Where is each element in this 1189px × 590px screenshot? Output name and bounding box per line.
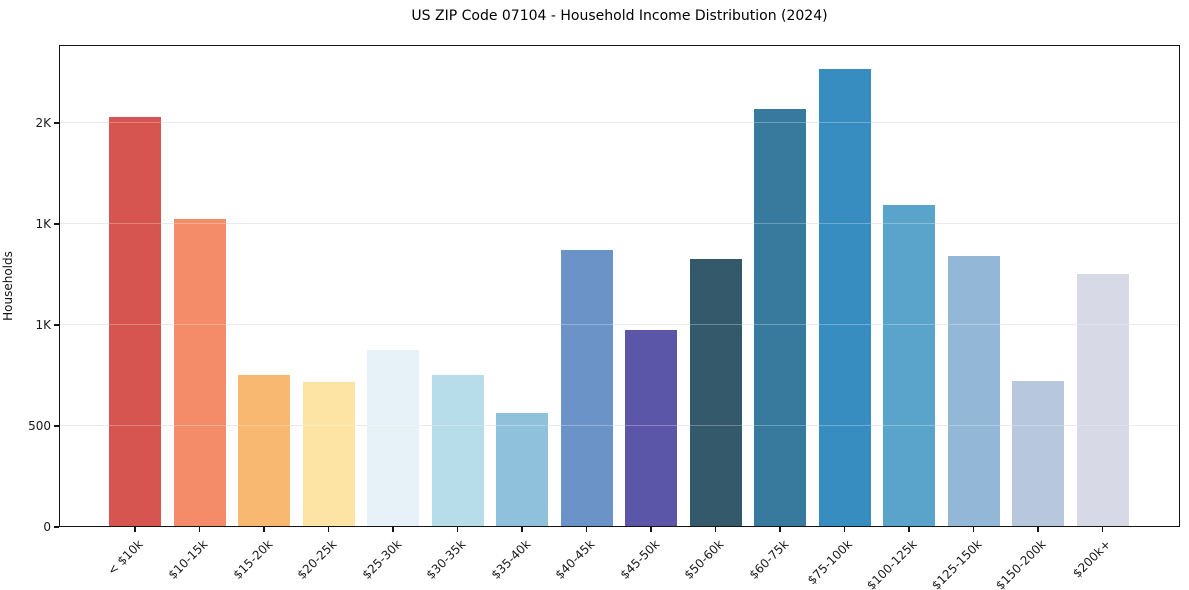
x-tick xyxy=(972,527,975,532)
x-tick-label-text: $20-25k xyxy=(294,537,340,582)
bar xyxy=(754,108,806,527)
gridline xyxy=(59,223,1180,225)
x-tick xyxy=(263,527,265,532)
x-tick xyxy=(843,527,846,532)
x-tick xyxy=(456,527,459,532)
x-tick-label-text: $150-200k xyxy=(993,537,1049,590)
x-tick xyxy=(198,527,201,532)
y-tick xyxy=(54,122,59,124)
bar xyxy=(238,375,290,527)
bar xyxy=(1012,380,1064,527)
x-tick xyxy=(392,527,394,532)
x-tick xyxy=(1101,527,1104,532)
x-tick-label-text: $50-60k xyxy=(681,537,727,582)
bar xyxy=(367,350,419,527)
x-tick xyxy=(908,527,910,532)
bar xyxy=(431,375,484,527)
y-tick-label: 2K xyxy=(35,115,51,130)
x-tick-label-text: $60-75k xyxy=(746,537,791,582)
gridline xyxy=(59,223,1180,225)
gridline xyxy=(59,122,1180,124)
bar xyxy=(496,412,548,527)
bar xyxy=(109,116,161,527)
x-tick-label-text: $40-45k xyxy=(552,537,598,582)
gridline xyxy=(59,425,1180,427)
gridline xyxy=(59,324,1180,326)
x-tick-label-text: $100-125k xyxy=(864,537,920,590)
x-tick xyxy=(327,527,330,532)
x-tick-label-text: $35-40k xyxy=(488,537,533,582)
bar xyxy=(625,330,677,527)
bar xyxy=(689,259,742,527)
bar xyxy=(883,204,935,527)
x-tick-label-text: $15-20k xyxy=(230,537,275,582)
y-tick xyxy=(54,324,59,326)
y-tick xyxy=(54,223,59,225)
y-tick-label: 0 xyxy=(43,520,51,534)
y-tick xyxy=(54,425,59,427)
y-tick-label: 500 xyxy=(28,418,51,433)
bar xyxy=(947,256,1000,527)
y-tick xyxy=(54,526,59,528)
chart-title: US ZIP Code 07104 - Household Income Dis… xyxy=(411,8,828,24)
gridline xyxy=(59,122,1180,124)
y-tick-label: 1K xyxy=(35,317,51,332)
x-tick xyxy=(779,527,781,532)
gridline xyxy=(59,425,1180,427)
bar xyxy=(818,69,871,527)
bar xyxy=(560,250,613,527)
x-tick-label-text: $200k+ xyxy=(1069,537,1114,581)
x-tick-label-text: $30-35k xyxy=(423,537,469,582)
gridline xyxy=(59,324,1180,326)
x-tick-label-text: $75-100k xyxy=(805,537,856,588)
bar xyxy=(302,381,355,527)
x-tick xyxy=(585,527,588,532)
x-tick-label-text: < $10k xyxy=(105,537,146,578)
bar xyxy=(173,218,226,527)
x-tick-label-text: $10-15k xyxy=(165,537,211,582)
x-tick xyxy=(650,527,652,532)
x-tick xyxy=(134,527,136,532)
x-tick xyxy=(1037,527,1039,532)
x-tick xyxy=(714,527,717,532)
x-tick-label-text: $45-50k xyxy=(617,537,662,582)
plot-area xyxy=(59,45,1180,527)
y-tick-label: 1K xyxy=(35,216,51,231)
x-tick xyxy=(521,527,523,532)
x-tick-label-text: $125-150k xyxy=(928,537,985,590)
x-tick-label-text: $25-30k xyxy=(359,537,404,582)
bar xyxy=(1076,274,1129,527)
